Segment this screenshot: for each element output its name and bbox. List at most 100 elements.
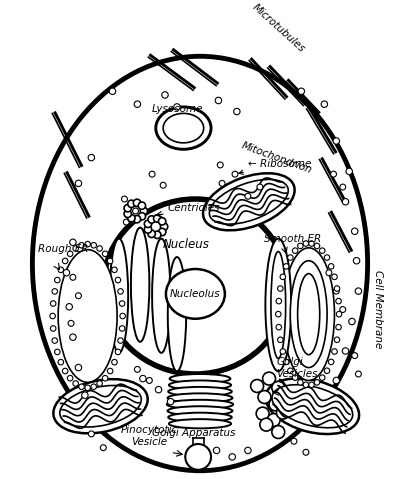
Circle shape	[352, 353, 358, 359]
Circle shape	[309, 382, 314, 388]
Ellipse shape	[298, 274, 320, 354]
Circle shape	[118, 289, 123, 294]
Circle shape	[336, 298, 341, 304]
Circle shape	[245, 447, 251, 454]
Circle shape	[167, 399, 174, 405]
Circle shape	[62, 258, 68, 264]
Circle shape	[276, 298, 282, 304]
Circle shape	[288, 255, 293, 260]
Circle shape	[70, 334, 76, 341]
Ellipse shape	[152, 239, 170, 353]
Circle shape	[63, 270, 70, 276]
Circle shape	[309, 241, 314, 246]
Circle shape	[115, 349, 121, 354]
Ellipse shape	[290, 261, 327, 367]
Circle shape	[328, 359, 334, 365]
Ellipse shape	[163, 114, 204, 143]
Text: ← Ribosome: ← Ribosome	[239, 159, 311, 174]
Circle shape	[276, 324, 282, 330]
Circle shape	[88, 431, 94, 437]
Circle shape	[257, 184, 263, 190]
Ellipse shape	[76, 281, 99, 351]
Circle shape	[102, 376, 108, 381]
Circle shape	[232, 171, 238, 177]
Circle shape	[79, 384, 84, 389]
Text: Microtubules: Microtubules	[251, 2, 307, 55]
Ellipse shape	[156, 107, 211, 149]
Circle shape	[340, 307, 346, 312]
Circle shape	[138, 213, 146, 220]
Ellipse shape	[166, 269, 225, 319]
Circle shape	[91, 384, 96, 389]
Circle shape	[76, 293, 81, 299]
Circle shape	[298, 243, 303, 249]
Circle shape	[70, 239, 76, 246]
Circle shape	[353, 258, 360, 264]
Circle shape	[213, 447, 220, 454]
Circle shape	[146, 377, 152, 383]
Circle shape	[112, 267, 117, 273]
Ellipse shape	[131, 228, 149, 342]
Circle shape	[107, 368, 113, 374]
Circle shape	[342, 348, 349, 354]
Circle shape	[140, 207, 148, 215]
Ellipse shape	[168, 257, 186, 371]
Circle shape	[50, 326, 56, 331]
Circle shape	[324, 255, 330, 260]
Circle shape	[333, 288, 339, 294]
Text: Golgi
Vesicles: Golgi Vesicles	[276, 357, 318, 379]
Ellipse shape	[170, 374, 230, 383]
Circle shape	[276, 311, 281, 317]
Circle shape	[314, 243, 320, 249]
Circle shape	[128, 215, 135, 222]
Circle shape	[333, 377, 340, 384]
Circle shape	[54, 277, 60, 283]
Circle shape	[158, 217, 166, 225]
Circle shape	[58, 267, 64, 273]
Circle shape	[58, 359, 64, 365]
Ellipse shape	[167, 400, 233, 409]
Circle shape	[109, 88, 116, 94]
Circle shape	[326, 270, 332, 275]
Circle shape	[144, 220, 152, 228]
Circle shape	[82, 392, 88, 399]
Circle shape	[154, 231, 161, 239]
Circle shape	[260, 418, 273, 431]
Circle shape	[284, 359, 289, 365]
Ellipse shape	[60, 386, 141, 427]
Text: Rough ER: Rough ER	[38, 243, 88, 253]
Circle shape	[272, 425, 285, 438]
Text: Golgi Apparatus: Golgi Apparatus	[152, 428, 236, 438]
Circle shape	[120, 313, 126, 319]
Ellipse shape	[103, 199, 288, 374]
Circle shape	[288, 368, 293, 374]
Circle shape	[219, 181, 225, 186]
Circle shape	[280, 349, 286, 354]
Circle shape	[332, 349, 337, 354]
Circle shape	[292, 375, 298, 380]
Circle shape	[67, 376, 73, 381]
Circle shape	[75, 180, 82, 187]
Circle shape	[174, 104, 180, 110]
Circle shape	[79, 242, 84, 248]
Circle shape	[160, 182, 166, 188]
Text: Smooth ER: Smooth ER	[264, 234, 322, 244]
Text: Nucleolus: Nucleolus	[170, 289, 221, 299]
Circle shape	[133, 199, 141, 206]
Circle shape	[234, 108, 240, 115]
Circle shape	[278, 337, 283, 342]
Circle shape	[284, 263, 289, 269]
Circle shape	[320, 248, 325, 253]
Circle shape	[352, 228, 358, 235]
Ellipse shape	[271, 251, 286, 358]
Circle shape	[251, 379, 264, 392]
Text: Nucleus: Nucleus	[163, 238, 210, 251]
Circle shape	[155, 387, 162, 393]
Circle shape	[133, 216, 141, 223]
Ellipse shape	[32, 56, 368, 471]
Circle shape	[119, 326, 125, 331]
Circle shape	[298, 379, 303, 385]
Circle shape	[54, 349, 60, 354]
Circle shape	[303, 449, 309, 455]
Ellipse shape	[168, 387, 232, 396]
